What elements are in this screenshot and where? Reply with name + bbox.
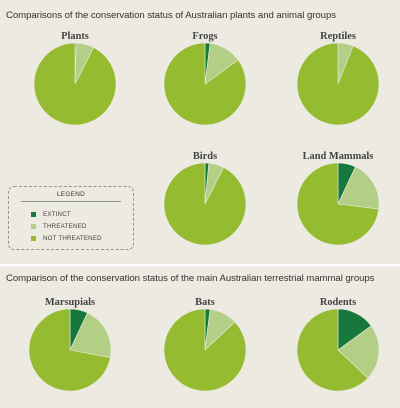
- pie-slice-not-threatened: [296, 42, 380, 126]
- pie-chart-reptiles: Reptiles: [290, 31, 386, 141]
- chart-title: Bats: [195, 297, 215, 308]
- legend-swatch: [31, 236, 36, 241]
- section-divider: [0, 264, 400, 266]
- pie-chart-land-mammals: Land Mammals: [290, 151, 386, 261]
- chart-title: Plants: [61, 31, 89, 42]
- pie-svg: [296, 308, 380, 392]
- legend-item-not-threatened: NOT THREATENED: [31, 235, 102, 242]
- pie-slice-not-threatened: [33, 42, 117, 126]
- chart-title: Reptiles: [320, 31, 356, 42]
- chart-title: Birds: [192, 151, 218, 162]
- pie-slice-not-threatened: [163, 308, 247, 392]
- pie-slice-threatened: [69, 312, 112, 359]
- legend-swatch: [31, 224, 36, 229]
- pie-svg: [163, 42, 247, 126]
- pie-chart-bats: Bats: [157, 297, 253, 407]
- pie-slice-not-threatened: [28, 308, 111, 392]
- pie-slice-threatened: [337, 325, 380, 379]
- pie-chart-marsupials: Marsupials: [22, 297, 118, 407]
- pie-chart-birds: Birds: [157, 151, 253, 261]
- top-section-title: Comparisons of the conservation status o…: [6, 10, 336, 21]
- pie-svg: [33, 42, 117, 126]
- pie-svg: [163, 162, 247, 246]
- chart-title: Marsupials: [44, 297, 96, 308]
- pie-chart-rodents: Rodents: [290, 297, 386, 407]
- pie-slice-not-threatened: [296, 162, 380, 246]
- chart-title: Rodents: [319, 297, 357, 308]
- chart-title: Frogs: [192, 31, 218, 42]
- legend-label: NOT THREATENED: [43, 235, 102, 242]
- legend-divider: [21, 201, 121, 202]
- pie-svg: [296, 162, 380, 246]
- chart-title: Land Mammals: [302, 151, 374, 162]
- pie-svg: [163, 308, 247, 392]
- pie-chart-frogs: Frogs: [157, 31, 253, 141]
- legend-label: EXTINCT: [43, 211, 71, 218]
- legend-swatch: [31, 212, 36, 217]
- bottom-section-title: Comparison of the conservation status of…: [6, 273, 375, 284]
- legend-label: THREATENED: [43, 223, 87, 230]
- legend-title: LEGEND: [56, 191, 86, 198]
- pie-svg: [28, 308, 112, 392]
- pie-svg: [296, 42, 380, 126]
- pie-chart-plants: Plants: [27, 31, 123, 141]
- pie-slice-not-threatened: [296, 308, 369, 392]
- pie-slice-threatened: [337, 166, 380, 210]
- legend-item-extinct: EXTINCT: [31, 211, 71, 218]
- pie-slice-not-threatened: [163, 42, 247, 126]
- legend-item-threatened: THREATENED: [31, 223, 87, 230]
- legend: LEGEND EXTINCT THREATENED NOT THREATENED: [8, 186, 134, 250]
- pie-slice-not-threatened: [163, 162, 247, 246]
